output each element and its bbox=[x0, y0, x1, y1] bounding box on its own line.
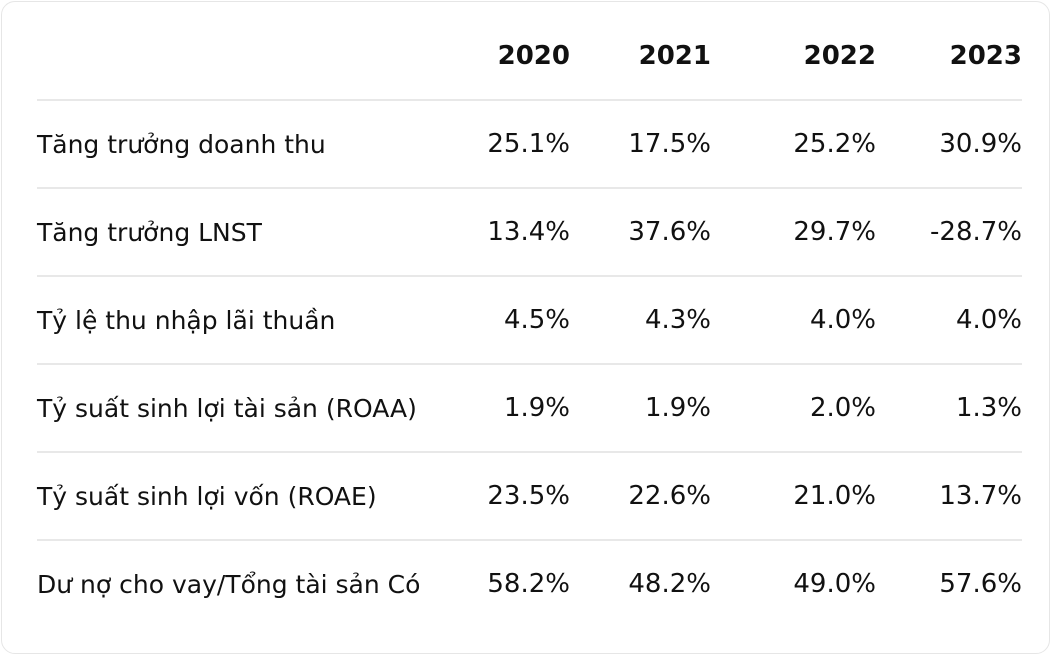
value-cell: 4.0% bbox=[711, 275, 876, 364]
header-cell: 2021 bbox=[638, 40, 711, 71]
label-cell: Tăng trưởng LNST bbox=[37, 187, 442, 276]
label-cell: Tỷ suất sinh lợi tài sản (ROAA) bbox=[37, 363, 442, 452]
row: Tăng trưởng doanh thu 25.1% 17.5% 25.2% 30.9… bbox=[37, 99, 1022, 188]
label-cell: Dư nợ cho vay/Tổng tài sản Có bbox=[37, 539, 442, 627]
label-cell: Tỷ suất sinh lợi vốn (ROAE) bbox=[37, 451, 442, 540]
row: Tỷ lệ thu nhập lãi thuần 4.5% 4.3% 4.0% 4.0% bbox=[37, 275, 1022, 364]
value-cell: 22.6% bbox=[570, 451, 711, 540]
value-cell: 25.1% bbox=[442, 99, 570, 188]
header-cell: 2020 bbox=[497, 40, 570, 71]
value-cell: 4.0% bbox=[876, 275, 1022, 364]
value-cell: 23.5% bbox=[442, 451, 570, 540]
header-cell: 2023 bbox=[949, 40, 1022, 71]
value-cell: 49.0% bbox=[711, 539, 876, 627]
value-cell: 17.5% bbox=[570, 99, 711, 188]
value-cell: 37.6% bbox=[570, 187, 711, 276]
value-cell: 4.5% bbox=[442, 275, 570, 364]
header-cell: 2022 bbox=[803, 40, 876, 71]
value-cell: 57.6% bbox=[876, 539, 1022, 627]
row: Dư nợ cho vay/Tổng tài sản Có 58.2% 48.2% 4… bbox=[37, 539, 1022, 627]
value-cell: 30.9% bbox=[876, 99, 1022, 188]
value-cell: 1.3% bbox=[876, 363, 1022, 452]
value-cell: 4.3% bbox=[570, 275, 711, 364]
label-cell: Tỷ lệ thu nhập lãi thuần bbox=[37, 275, 442, 364]
value-cell: 2.0% bbox=[711, 363, 876, 452]
value-cell: 13.4% bbox=[442, 187, 570, 276]
value-cell: 25.2% bbox=[711, 99, 876, 188]
table: 2020 2021 2022 2023 Tăng trưởng doanh thu 25… bbox=[37, 12, 1022, 627]
header-cell bbox=[37, 12, 442, 100]
value-cell: 21.0% bbox=[711, 451, 876, 540]
row: Tăng trưởng LNST 13.4% 37.6% 29.7% -28.7% bbox=[37, 187, 1022, 276]
value-cell: 48.2% bbox=[570, 539, 711, 627]
value-cell: 13.7% bbox=[876, 451, 1022, 540]
header-row: 2020 2021 2022 2023 bbox=[37, 12, 1022, 100]
value-cell: 29.7% bbox=[711, 187, 876, 276]
row: Tỷ suất sinh lợi tài sản (ROAA) 1.9% 1.9% 2… bbox=[37, 363, 1022, 452]
value-cell: 1.9% bbox=[570, 363, 711, 452]
value-cell: -28.7% bbox=[876, 187, 1022, 276]
value-cell: 58.2% bbox=[442, 539, 570, 627]
row: Tỷ suất sinh lợi vốn (ROAE) 23.5% 22.6% 21.… bbox=[37, 451, 1022, 540]
label-cell: Tăng trưởng doanh thu bbox=[37, 99, 442, 188]
value-cell: 1.9% bbox=[442, 363, 570, 452]
